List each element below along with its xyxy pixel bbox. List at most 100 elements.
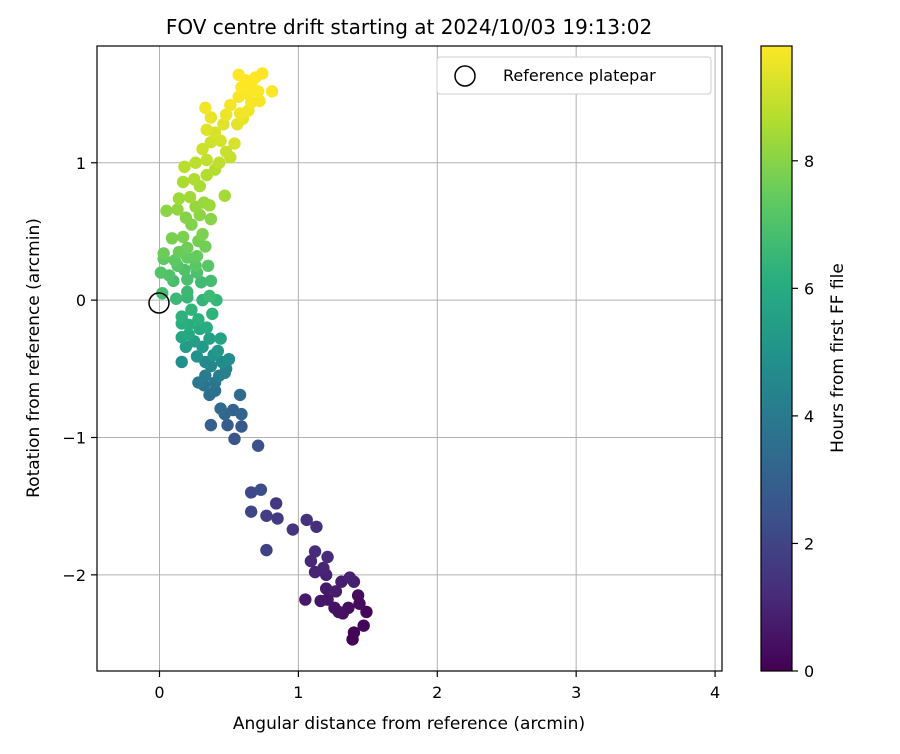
scatter-point — [171, 203, 184, 216]
scatter-point — [217, 118, 230, 131]
scatter-point — [222, 352, 236, 366]
scatter-point — [181, 241, 194, 255]
scatter-point — [199, 369, 212, 382]
chart-title: FOV centre drift starting at 2024/10/03 … — [166, 15, 652, 39]
scatter-point — [228, 432, 241, 446]
scatter-point — [260, 509, 273, 522]
scatter-point — [221, 418, 234, 432]
scatter-point — [224, 98, 237, 112]
colorbar-tick-label: 4 — [804, 407, 814, 426]
scatter-point — [228, 137, 241, 150]
x-tick-label: 4 — [710, 683, 720, 702]
scatter-point — [265, 85, 279, 98]
scatter-point — [160, 204, 173, 218]
scatter-point — [244, 486, 258, 499]
scatter-point — [181, 285, 194, 299]
scatter-point — [203, 199, 216, 212]
colorbar-tick-label: 6 — [804, 279, 814, 298]
scatter-point — [232, 68, 245, 82]
scatter-point — [204, 212, 218, 226]
legend-box — [436, 56, 712, 95]
scatter-point — [178, 160, 191, 174]
scatter-point — [201, 259, 215, 272]
data-points — [154, 67, 373, 646]
scatter-point — [343, 571, 356, 584]
colorbar-tick-label: 2 — [804, 534, 814, 553]
scatter-point — [214, 332, 227, 345]
scatter-point — [357, 619, 370, 632]
colorbar-ticks: 0 2 4 6 8 — [792, 152, 814, 681]
scatter-point — [175, 310, 188, 323]
x-axis: 0 1 2 3 4 — [154, 671, 720, 702]
colorbar: 0 2 4 6 8 Hours from first FF file — [760, 45, 848, 681]
scatter-point — [181, 273, 194, 286]
scatter-point — [233, 388, 247, 402]
scatter-point — [176, 230, 190, 244]
y-tick-label: −2 — [62, 566, 86, 585]
scatter-point — [179, 211, 193, 224]
scatter-point — [204, 274, 218, 288]
scatter-point — [196, 227, 209, 241]
scatter-point — [213, 156, 226, 169]
scatter-point — [321, 550, 334, 564]
scatter-point — [319, 582, 333, 595]
scatter-point — [203, 332, 216, 345]
x-tick-label: 0 — [154, 683, 164, 702]
scatter-point — [203, 289, 216, 303]
legend-entry-reference-platepar: Reference platepar — [503, 66, 656, 85]
y-tick-label: 0 — [76, 291, 86, 310]
x-tick-label: 3 — [571, 683, 581, 702]
scatter-point — [175, 355, 188, 369]
scatter-point — [219, 145, 233, 158]
y-axis: −2 −1 0 1 — [62, 154, 97, 585]
scatter-point — [200, 123, 213, 136]
scatter-point — [235, 407, 248, 421]
grid — [97, 46, 722, 671]
scatter-point — [351, 589, 365, 602]
scatter-point — [214, 402, 227, 415]
scatter-point — [190, 350, 204, 363]
plot-frame — [96, 45, 723, 672]
scatter-point — [188, 173, 201, 186]
scatter-point — [189, 156, 202, 169]
scatter-point — [196, 142, 209, 156]
colorbar-tick-label: 8 — [804, 152, 814, 171]
scatter-point — [192, 313, 205, 326]
x-tick-label: 2 — [432, 683, 442, 702]
scatter-point — [157, 247, 170, 260]
scatter-point — [360, 605, 373, 619]
legend-reference-marker — [454, 65, 476, 87]
scatter-point — [219, 108, 233, 121]
scatter-point — [251, 439, 265, 452]
scatter-point — [253, 94, 266, 108]
y-axis-label: Rotation from reference (arcmin) — [24, 218, 44, 498]
scatter-point — [204, 418, 218, 432]
scatter-point — [204, 111, 218, 124]
scatter-point — [304, 554, 318, 568]
scatter-point — [183, 190, 197, 204]
scatter-point — [182, 328, 195, 341]
scatter-point — [200, 321, 213, 334]
colorbar-gradient — [760, 45, 793, 672]
y-tick-label: 1 — [76, 154, 86, 173]
scatter-point — [310, 520, 323, 533]
scatter-point — [204, 135, 218, 149]
x-axis-label: Angular distance from reference (arcmin) — [233, 714, 585, 734]
scatter-point — [260, 543, 273, 557]
scatter-point — [254, 483, 268, 496]
scatter-point — [317, 561, 330, 575]
scatter-point — [269, 497, 283, 510]
scatter-point — [329, 585, 343, 598]
scatter-point — [286, 523, 300, 536]
colorbar-label: Hours from first FF file — [828, 263, 848, 453]
scatter-point — [172, 192, 186, 205]
legend: Reference platepar — [436, 56, 712, 95]
scatter-point — [232, 90, 245, 104]
y-tick-label: −1 — [62, 428, 86, 447]
scatter-point — [194, 276, 208, 289]
scatter-point — [300, 513, 313, 527]
scatter-point — [256, 67, 269, 80]
reference-platepar-marker — [148, 292, 170, 314]
